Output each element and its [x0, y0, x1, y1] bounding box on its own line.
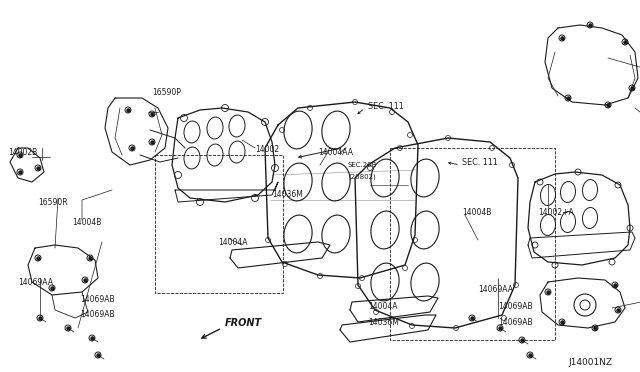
- Text: 14004B: 14004B: [462, 208, 492, 217]
- Text: 14069AA: 14069AA: [18, 278, 53, 287]
- Text: 14004A: 14004A: [218, 238, 248, 247]
- Text: 14069AB: 14069AB: [498, 318, 532, 327]
- Text: 14004B: 14004B: [72, 218, 101, 227]
- Bar: [155, 155, 283, 293]
- Text: J14001NZ: J14001NZ: [568, 358, 612, 367]
- Text: (20802): (20802): [348, 174, 376, 180]
- Text: 14036M: 14036M: [368, 318, 399, 327]
- Text: 14002+A: 14002+A: [538, 208, 573, 217]
- Text: 14036M: 14036M: [272, 190, 303, 199]
- Text: 14069AB: 14069AB: [498, 302, 532, 311]
- Bar: [390, 148, 555, 340]
- Text: SEC. 111: SEC. 111: [368, 102, 404, 111]
- Text: 14004A: 14004A: [368, 302, 397, 311]
- Text: 14002B: 14002B: [8, 148, 37, 157]
- Text: 14069AB: 14069AB: [80, 310, 115, 319]
- Text: SEC.20B: SEC.20B: [348, 162, 378, 168]
- Text: 14004AA: 14004AA: [318, 148, 353, 157]
- Text: FRONT: FRONT: [225, 318, 262, 328]
- Text: 14069AB: 14069AB: [80, 295, 115, 304]
- Text: 14002: 14002: [255, 145, 279, 154]
- Text: 16590P: 16590P: [152, 88, 181, 97]
- Text: 16590R: 16590R: [38, 198, 68, 207]
- Text: 14069AA: 14069AA: [478, 285, 513, 294]
- Text: SEC. 111: SEC. 111: [462, 158, 498, 167]
